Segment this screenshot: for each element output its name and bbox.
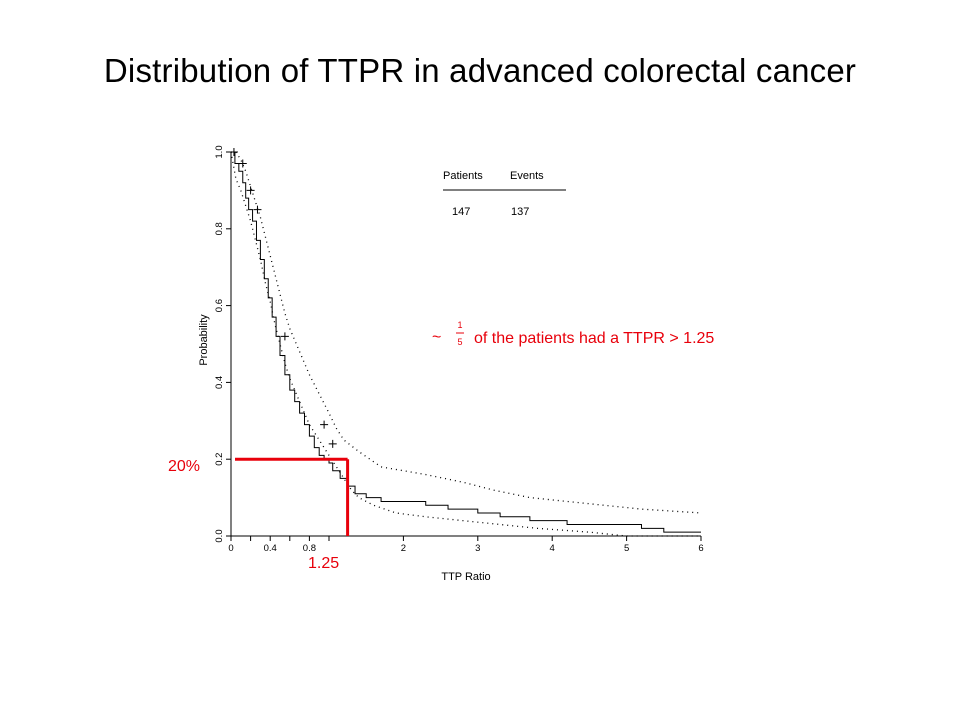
annotation-prefix: ~ [432,329,441,346]
x-tick-label: 5 [624,543,629,554]
summary-table: Patients Events 147 137 [443,170,566,218]
censor-mark [246,186,255,195]
censor-mark [328,439,337,448]
censor-mark [320,420,329,429]
annotation-frac-den: 5 [457,337,462,347]
x-ticks: 0 0.4 0.8 2 3 4 5 6 [228,536,704,554]
y-tick-label: 1.0 [214,145,225,158]
censor-mark [229,148,238,156]
table-value-patients: 147 [452,206,470,218]
censor-mark [238,159,247,168]
y-ticks: 0.0 0.2 0.4 0.6 0.8 1.0 [214,145,231,543]
series-layer [230,151,702,537]
table-value-events: 137 [511,206,529,218]
table-header-patients: Patients [443,170,483,182]
annotation-text: of the patients had a TTPR > 1.25 [474,330,714,347]
highlight-x-label: 1.25 [308,555,339,572]
x-tick-label: 0.8 [303,543,316,554]
x-tick-label: 4 [550,543,555,554]
y-tick-label: 0.8 [214,222,225,235]
table-header-events: Events [510,170,544,182]
annotation: ~ 1 5 of the patients had a TTPR > 1.25 [432,320,714,347]
censor-mark [253,205,262,214]
y-tick-label: 0.6 [214,299,225,312]
x-tick-label: 3 [475,543,480,554]
annotation-frac-num: 1 [457,320,462,330]
x-tick-label: 0 [228,543,233,554]
highlight: 20% 1.25 [168,457,350,572]
y-tick-label: 0.0 [214,529,225,542]
x-tick-label: 6 [698,543,703,554]
highlight-reference-lines [235,457,350,536]
y-axis-label: Probability [198,314,210,366]
y-tick-label: 0.4 [214,376,225,389]
x-axis-label: TTP Ratio [441,571,490,583]
slide-title: Distribution of TTPR in advanced colorec… [103,52,857,89]
y-tick-label: 0.2 [214,453,225,466]
x-tick-label: 2 [401,543,406,554]
plot-group: 0.0 0.2 0.4 0.6 0.8 1.0 0 0.4 0.8 2 3 4 5 6 Probabil… [168,145,714,583]
km-confidence-band-1 [231,151,702,514]
km-survival-curve [231,151,701,533]
censor-mark [280,332,289,341]
censor-layer [229,148,337,448]
x-tick-label: 0.4 [264,543,277,554]
highlight-y-label: 20% [168,458,200,475]
